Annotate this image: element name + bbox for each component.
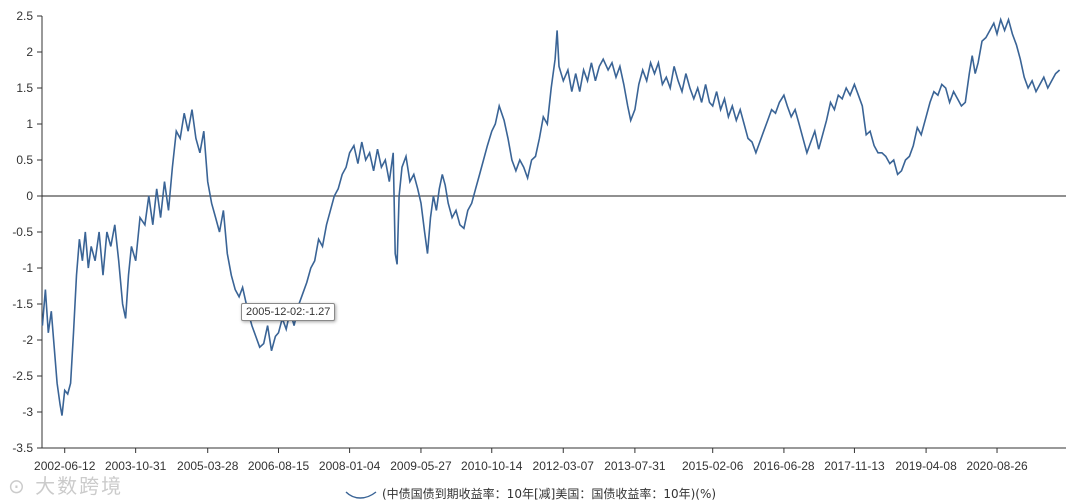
- x-axis: 2002-06-12 2003-10-31 2005-03-28 2006-08-15…: [34, 447, 1066, 473]
- y-tick-label: 0.5: [16, 153, 33, 167]
- data-tooltip: 2005-12-02:-1.27: [241, 303, 336, 321]
- x-tick-label: 2005-03-28: [177, 459, 239, 473]
- x-tick-label: 2015-02-06: [682, 459, 744, 473]
- y-tick-label: 1.5: [16, 81, 33, 95]
- x-tick-label: 2003-10-31: [105, 459, 167, 473]
- legend-label: (中债国债到期收益率：10年[减]美国：国债收益率：10年)(%): [382, 486, 717, 501]
- x-tick-label: 2017-11-13: [824, 459, 885, 473]
- watermark-logo: ⊙ 大数跨境: [8, 474, 124, 498]
- x-tick-label: 2012-03-07: [533, 459, 595, 473]
- series-line[interactable]: [41, 16, 1061, 416]
- y-tick-label: -1.5: [12, 297, 33, 311]
- y-tick-label: -0.5: [12, 225, 33, 239]
- y-tick-label: -2.5: [12, 369, 33, 383]
- y-tick-label: -1: [22, 261, 33, 275]
- y-tick-label: -3.5: [12, 441, 33, 455]
- x-tick-label: 2020-08-26: [966, 459, 1028, 473]
- y-tick-label: -2: [22, 333, 33, 347]
- x-tick-label: 2019-04-08: [895, 459, 957, 473]
- watermark-text: 大数跨境: [35, 474, 124, 498]
- x-tick-label: 2008-01-04: [319, 459, 381, 473]
- x-tick-label: 2016-06-28: [753, 459, 815, 473]
- legend-line-icon: [345, 491, 377, 499]
- y-tick-label: -3: [22, 405, 33, 419]
- x-tick-label: 2010-10-14: [461, 459, 523, 473]
- y-axis: 2.5 2 1.5 1 0.5 0 -0.5 -1 -1.5 -2 -2.5 -3 -3.5: [12, 9, 43, 455]
- y-tick-label: 2.5: [16, 9, 33, 23]
- x-tick-label: 2006-08-15: [248, 459, 310, 473]
- x-tick-label: 2013-07-31: [604, 459, 666, 473]
- x-tick-label: 2009-05-27: [390, 459, 452, 473]
- x-tick-label: 2002-06-12: [34, 459, 96, 473]
- y-tick-label: 2: [26, 45, 33, 59]
- legend[interactable]: (中债国债到期收益率：10年[减]美国：国债收益率：10年)(%): [344, 484, 716, 502]
- y-tick-label: 1: [26, 117, 33, 131]
- y-tick-label: 0: [26, 189, 33, 203]
